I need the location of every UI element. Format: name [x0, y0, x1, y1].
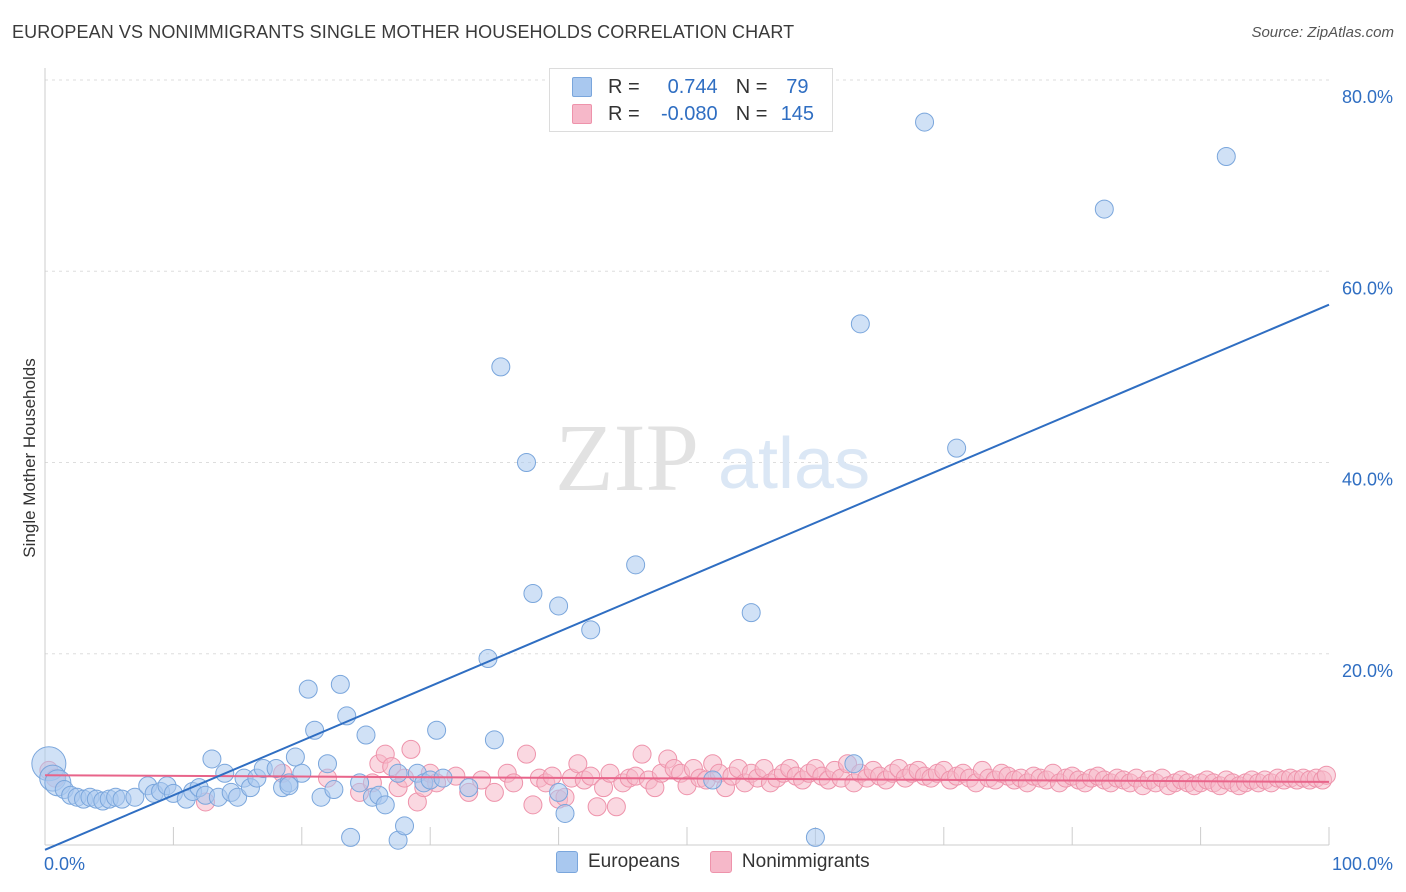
european-point: [703, 770, 723, 790]
trend-lines: [44, 303, 1330, 851]
legend-r-label: R =: [608, 102, 640, 125]
legend-n-label: N =: [735, 102, 768, 125]
european-point: [317, 754, 337, 774]
european-point: [523, 584, 543, 604]
european-point: [626, 555, 646, 575]
nonimmigrant-point: [542, 766, 562, 786]
nonimmigrant-point: [1316, 765, 1336, 785]
legend-n-value: 145: [780, 102, 815, 125]
axes: [44, 68, 1330, 846]
legend-r-label: R =: [608, 75, 640, 98]
y-tick-label: 40.0%: [1342, 470, 1393, 490]
europeans-swatch: [556, 851, 578, 873]
europeans-label: Europeans: [588, 851, 680, 872]
european-point: [581, 620, 601, 640]
series-legend: Europeans Nonimmigrants: [556, 851, 900, 873]
legend-r-value: -0.080: [660, 102, 718, 125]
x-tick-label: 100.0%: [1332, 854, 1393, 874]
european-point: [356, 725, 376, 745]
nonimmigrant-point: [401, 739, 421, 759]
nonimmigrants-label: Nonimmigrants: [741, 851, 870, 872]
european-point: [1216, 147, 1236, 166]
y-tick-label: 80.0%: [1342, 87, 1393, 107]
grid-lines: [45, 79, 1329, 655]
european-point: [395, 816, 415, 836]
european-point: [555, 803, 575, 823]
european-point: [292, 763, 312, 783]
y-tick-label: 60.0%: [1342, 278, 1393, 298]
nonimmigrant-point: [523, 795, 543, 815]
europeans-trend-line: [44, 303, 1330, 851]
legend-n-label: N =: [735, 75, 768, 98]
european-point: [915, 112, 935, 132]
nonimmigrant-point: [484, 782, 504, 802]
european-point: [549, 596, 569, 616]
european-point: [491, 357, 511, 377]
european-point: [202, 749, 222, 769]
european-point: [279, 776, 299, 796]
legend-swatch-blue: [572, 77, 592, 97]
legend-item-europeans[interactable]: Europeans: [556, 851, 680, 873]
nonimmigrant-point: [517, 744, 536, 764]
chart-title: EUROPEAN VS NONIMMIGRANTS SINGLE MOTHER …: [12, 22, 795, 42]
legend-swatch-pink: [572, 104, 592, 124]
nonimmigrant-point: [581, 766, 601, 786]
european-point: [1094, 199, 1114, 219]
european-point: [947, 438, 967, 458]
european-point: [375, 795, 395, 815]
european-point: [305, 720, 325, 740]
european-point: [298, 679, 318, 699]
european-point: [741, 603, 761, 623]
european-point: [228, 787, 248, 807]
nonimmigrant-point: [504, 773, 524, 793]
legend-row-europeans: R = 0.744 N = 79: [572, 75, 817, 99]
european-point: [341, 827, 361, 847]
european-point: [459, 778, 479, 798]
legend-r-value: 0.744: [667, 75, 718, 98]
european-point: [427, 720, 447, 740]
european-point: [125, 787, 145, 807]
legend-row-nonimmigrants: R = -0.080 N = 145: [572, 102, 817, 126]
european-point: [844, 754, 864, 774]
european-point: [388, 763, 408, 783]
x-tick-label: 0.0%: [44, 854, 85, 874]
source-label: Source: ZipAtlas.com: [1251, 24, 1394, 41]
correlation-legend: R = 0.744 N = 79 R = -0.080 N = 145: [549, 68, 833, 132]
nonimmigrants-trend-line: [44, 774, 1330, 783]
nonimmigrant-point: [606, 797, 626, 817]
european-point: [549, 782, 569, 802]
european-point: [850, 314, 870, 334]
european-point: [324, 780, 344, 800]
europeans-points: [31, 112, 1236, 850]
nonimmigrants-swatch: [709, 851, 732, 873]
nonimmigrant-point: [587, 797, 607, 817]
y-tick-label: 20.0%: [1342, 661, 1393, 681]
watermark-atlas: atlas: [718, 424, 870, 504]
nonimmigrant-point: [568, 754, 588, 774]
legend-n-value: 79: [786, 75, 809, 98]
european-point: [330, 674, 350, 694]
watermark-zip: ZIP: [555, 404, 699, 511]
european-point: [805, 827, 825, 847]
tick-labels: 20.0% 40.0% 60.0% 80.0% 0.0% 100.0%: [44, 87, 1393, 874]
european-point: [484, 730, 504, 750]
legend-item-nonimmigrants[interactable]: Nonimmigrants: [709, 851, 870, 873]
european-point: [266, 759, 286, 778]
european-point: [285, 747, 305, 767]
nonimmigrant-point: [632, 744, 652, 764]
european-point: [350, 773, 370, 793]
european-point: [517, 453, 536, 472]
